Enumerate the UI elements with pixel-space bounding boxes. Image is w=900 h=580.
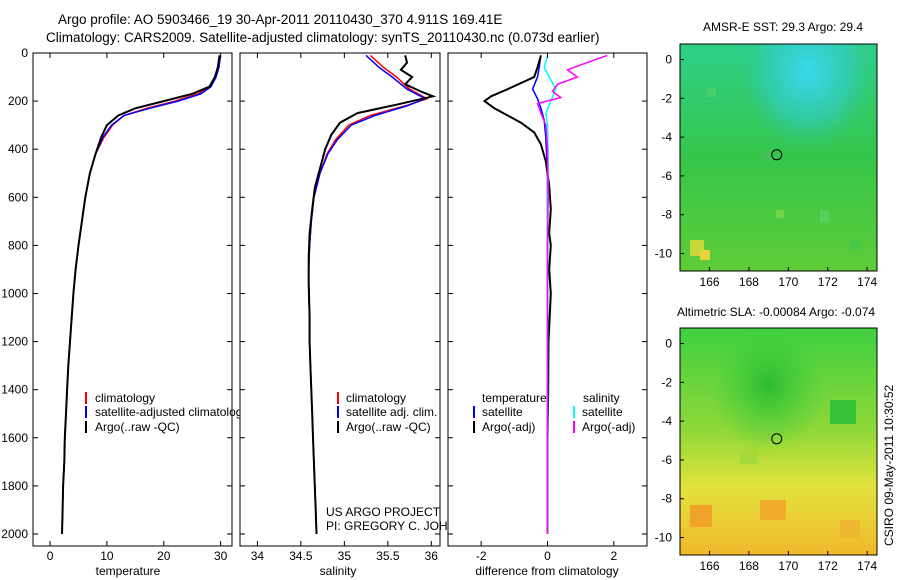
legend-salinity-header: salinity [583, 391, 620, 405]
temperature-x-ticks: 0 10 20 30 [47, 53, 228, 563]
depth-tick-label: 0 [21, 46, 28, 60]
sst-map-ticks: 166 168 170 172 174 0 -2 -4 -6 -8 -10 [655, 53, 878, 289]
temperature-x-label: temperature [96, 564, 161, 578]
credit-project: US ARGO PROJECT [326, 505, 441, 519]
x-tick-label: 0 [47, 549, 54, 563]
legend-temperature-header: temperature [482, 391, 547, 405]
depth-tick-label: 1600 [1, 431, 28, 445]
map-y-tick-label: -4 [661, 414, 672, 428]
depth-tick-label: 1400 [1, 383, 28, 397]
map-y-tick-label: -6 [661, 169, 672, 183]
depth-y-ticks: 0 200 400 600 800 1000 1200 1400 1600 1800 2000 [1, 46, 28, 541]
header-line-1: Argo profile: AO 5903466_19 30-Apr-2011 … [58, 12, 502, 27]
series-line-temperature-argo-adj- [482, 55, 552, 534]
series-line-salinity-argo-adj- [536, 54, 608, 534]
depth-tick-label: 2000 [1, 527, 28, 541]
legend-sal-argo-label: Argo(-adj) [582, 420, 635, 434]
depth-tick-label: 200 [8, 94, 28, 108]
legend-argo-label: Argo(..raw -QC) [346, 420, 431, 434]
temperature-plot-frame [32, 52, 233, 547]
depth-tick-label: 1800 [1, 479, 28, 493]
x-tick-label: 35 [338, 549, 352, 563]
sst-warm-pool [680, 44, 877, 271]
map-x-tick-label: 166 [700, 559, 720, 573]
map-x-tick-label: 174 [857, 559, 877, 573]
map-x-tick-label: 170 [778, 275, 798, 289]
map-y-tick-label: -6 [661, 453, 672, 467]
series-line-argo-raw-qc- [307, 55, 437, 535]
map-x-tick-label: 168 [739, 559, 759, 573]
x-tick-label: 30 [214, 549, 228, 563]
salinity-panel: 34 34.5 35 35.5 36 salinity climatology sate… [239, 52, 482, 578]
header-line-2: Climatology: CARS2009. Satellite-adjuste… [46, 30, 600, 45]
depth-tick-label: 400 [8, 142, 28, 156]
temperature-panel: 0 10 20 30 0 200 400 600 800 1000 1200 1400 1600 180… [1, 46, 248, 578]
difference-legend: temperature salinity satellite Argo(-adj… [473, 391, 635, 434]
difference-x-ticks: -2 0 2 [476, 53, 617, 563]
sla-argo-location-marker [771, 433, 783, 445]
map-x-tick-label: 168 [739, 275, 759, 289]
map-y-tick-label: -10 [655, 247, 673, 261]
depth-tick-label: 600 [8, 190, 28, 204]
csiro-timestamp: CSIRO 09-May-2011 10:30:52 [882, 384, 896, 546]
x-tick-label: 10 [100, 549, 114, 563]
map-x-tick-label: 166 [700, 275, 720, 289]
map-x-tick-label: 174 [857, 275, 877, 289]
legend-satellite-label: satellite adj. clim. [346, 405, 437, 419]
x-tick-label: -2 [476, 549, 487, 563]
difference-series [482, 54, 608, 534]
depth-tick-label: 1200 [1, 335, 28, 349]
series-line-argo-raw-qc- [61, 55, 221, 535]
salinity-legend: climatology satellite adj. clim. Argo(..… [337, 391, 437, 434]
map-x-tick-label: 170 [778, 559, 798, 573]
salinity-series [307, 54, 437, 535]
sla-texture [690, 400, 860, 538]
map-y-tick-label: -2 [661, 375, 672, 389]
x-tick-label: 36 [425, 549, 439, 563]
temperature-legend: climatology satellite-adjusted climatolo… [85, 391, 248, 434]
map-y-tick-label: -8 [661, 208, 672, 222]
x-tick-label: 34 [251, 549, 265, 563]
sst-map-frame [679, 43, 878, 272]
temperature-series [61, 55, 222, 535]
sst-texture [690, 88, 860, 260]
sla-map-frame [679, 327, 878, 556]
salinity-x-label: salinity [320, 564, 357, 578]
legend-climatology-label: climatology [95, 391, 155, 405]
sla-map-title: Altimetric SLA: -0.00084 Argo: -0.074 [677, 305, 875, 319]
x-tick-label: 0 [544, 549, 551, 563]
sla-map-ticks: 166 168 170 172 174 0 -2 -4 -6 -8 -10 [655, 337, 878, 573]
map-y-tick-label: -10 [655, 531, 673, 545]
legend-sal-satellite-label: satellite [582, 405, 623, 419]
map-y-tick-label: -4 [661, 130, 672, 144]
difference-panel: -2 0 2 difference from climatology tempera… [447, 52, 648, 578]
sst-map-title: AMSR-E SST: 29.3 Argo: 29.4 [703, 20, 863, 34]
legend-satellite-label: satellite-adjusted climatology [95, 405, 248, 419]
x-tick-label: 2 [610, 549, 617, 563]
x-tick-label: 35.5 [376, 549, 400, 563]
depth-tick-label: 1000 [1, 286, 28, 300]
sst-map-panel: AMSR-E SST: 29.3 Argo: 29.4 166 168 170 172… [655, 20, 878, 289]
legend-temp-argo-label: Argo(-adj) [482, 420, 535, 434]
salinity-x-ticks: 34 34.5 35 35.5 36 [251, 53, 439, 563]
legend-temp-satellite-label: satellite [482, 405, 523, 419]
credit-pi: PI: GREGORY C. JOHNSON [326, 519, 482, 533]
map-y-tick-label: -2 [661, 91, 672, 105]
difference-x-label: difference from climatology [475, 564, 618, 578]
legend-argo-label: Argo(..raw -QC) [95, 420, 180, 434]
map-y-tick-label: 0 [665, 53, 672, 67]
map-y-tick-label: -8 [661, 492, 672, 506]
map-x-tick-label: 172 [818, 275, 838, 289]
legend-climatology-label: climatology [346, 391, 406, 405]
sst-argo-location-marker [771, 149, 783, 161]
map-x-tick-label: 172 [818, 559, 838, 573]
depth-tick-label: 800 [8, 238, 28, 252]
map-y-tick-label: 0 [665, 337, 672, 351]
sla-map-panel: Altimetric SLA: -0.00084 Argo: -0.074 16… [655, 305, 878, 573]
x-tick-label: 34.5 [289, 549, 313, 563]
x-tick-label: 20 [157, 549, 171, 563]
salinity-plot-frame [239, 52, 441, 547]
